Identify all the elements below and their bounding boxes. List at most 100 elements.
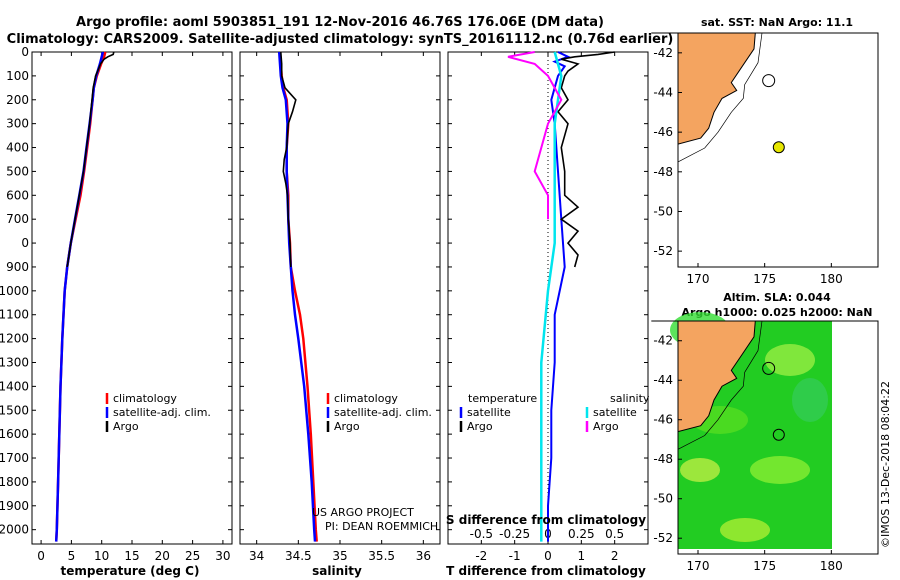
map-ytick-label: -42: [653, 334, 673, 348]
map-xtick-label: 180: [820, 559, 843, 573]
credit-project: US ARGO PROJECT: [312, 506, 414, 519]
map-ytick-label: -52: [653, 531, 673, 545]
salinity-xtick-label: 35.5: [368, 549, 395, 563]
map-xtick-label: 175: [753, 272, 776, 286]
temp-legend-sat-label: satellite-adj. clim.: [113, 406, 211, 419]
diff-legend-temp-title: temperature: [468, 392, 537, 405]
temperature-xtick-label: 5: [68, 549, 76, 563]
chatham-rise-contour: [762, 74, 776, 88]
map-xtick-label: 180: [820, 272, 843, 286]
temperature-xtick-label: 25: [185, 549, 200, 563]
difference-xtick-label: 0: [544, 549, 552, 563]
title-line2: Climatology: CARS2009. Satellite-adjuste…: [7, 32, 674, 47]
map2-title2: Argo h1000: 0.025 h2000: NaN: [681, 306, 872, 319]
map-ytick-label: -44: [653, 85, 673, 99]
difference-xtick-label: 1: [578, 549, 586, 563]
chatham-rise-contour: [762, 361, 776, 375]
diff-stick-label: -0.25: [499, 527, 530, 541]
map-ytick-label: -52: [653, 244, 673, 258]
map2-title1: Altim. SLA: 0.044: [723, 291, 831, 304]
ytick-label: 1200: [0, 332, 29, 346]
ytick-label: 600: [6, 188, 29, 202]
ytick-label: 0: [21, 236, 29, 250]
temperature-xtick-label: 20: [155, 549, 170, 563]
temp-legend-clim-label: climatology: [113, 392, 177, 405]
sal-legend-sat-label: satellite-adj. clim.: [334, 406, 432, 419]
sla-patch: [680, 458, 720, 482]
diff-legend-s-sat-label: satellite: [593, 406, 637, 419]
map-ytick-label: -42: [653, 46, 673, 60]
map-xtick-label: 175: [753, 559, 776, 573]
ytick-label: 100: [6, 69, 29, 83]
ytick-label: 1100: [0, 308, 29, 322]
sla-patch: [750, 456, 810, 484]
bathy-contour: [677, 32, 763, 163]
sal-argo-line: [280, 51, 297, 268]
map-ytick-label: -48: [653, 165, 673, 179]
temperature-xtick-label: 15: [124, 549, 139, 563]
temp-legend-argo-label: Argo: [113, 420, 139, 433]
diff-legend-t-sat-label: satellite: [467, 406, 511, 419]
difference-xlabel2: S difference from climatology: [446, 513, 646, 527]
ytick-label: 300: [6, 117, 29, 131]
sla-map: 170 175 180 -42 -44 -46 -48 -50 -52: [651, 312, 879, 573]
difference-xtick-label: -1: [509, 549, 521, 563]
difference-xtick-label: -2: [475, 549, 487, 563]
title-line1: Argo profile: aoml 5903851_191 12-Nov-20…: [76, 15, 604, 30]
sla-patch: [720, 518, 770, 542]
ytick-label: 1800: [0, 475, 29, 489]
map-ytick-label: -50: [653, 492, 673, 506]
ytick-label: 700: [6, 212, 29, 226]
ytick-label: 1500: [0, 403, 29, 417]
bathy-contour: [677, 320, 763, 450]
ytick-label: 1000: [0, 284, 29, 298]
ytick-label: 200: [6, 93, 29, 107]
salinity-xtick-label: 34: [249, 549, 264, 563]
map-frame: [677, 320, 879, 555]
credit-imos: ©IMOS 13-Dec-2018 08:04:22: [879, 381, 892, 548]
map-ytick-label: -48: [653, 452, 673, 466]
difference-xlabel: T difference from climatology: [446, 564, 646, 578]
diff-s-satellite-line: [540, 51, 563, 542]
map-ytick-label: -50: [653, 204, 673, 218]
diff-stick-label: 0.25: [568, 527, 595, 541]
map-xtick-label: 170: [687, 272, 710, 286]
difference-xtick-label: 2: [611, 549, 619, 563]
sla-patch: [792, 378, 828, 422]
map1-title: sat. SST: NaN Argo: 11.1: [701, 16, 853, 29]
salinity-xtick-label: 34.5: [285, 549, 312, 563]
diff-legend-t-argo-label: Argo: [467, 420, 493, 433]
temperature-xtick-label: 10: [94, 549, 109, 563]
diff-t-argo-line: [556, 51, 615, 268]
diff-legend-s-argo-label: Argo: [593, 420, 619, 433]
map-xtick-label: 170: [687, 559, 710, 573]
ytick-label: 1400: [0, 379, 29, 393]
diff-stick-label: -0.5: [470, 527, 493, 541]
ytick-label: 2000: [0, 523, 29, 537]
map-ytick-label: -46: [653, 413, 673, 427]
temperature-xtick-label: 30: [215, 549, 230, 563]
ytick-label: 1300: [0, 355, 29, 369]
sst-map: 170 175 180 -42 -44 -46 -48 -50 -52: [651, 32, 879, 286]
salinity-xlabel: salinity: [312, 564, 362, 578]
credit-pi: PI: DEAN ROEMMICH: [325, 520, 438, 533]
map-ytick-label: -46: [653, 125, 673, 139]
diff-legend-sal-title: salinity: [610, 392, 650, 405]
salinity-panel: 34 34.5 35 35.5 36 climatologysatellite-adj. …: [239, 51, 441, 563]
ytick-label: 900: [6, 260, 29, 274]
ytick-label: 1600: [0, 427, 29, 441]
temperature-xlabel: temperature (deg C): [61, 564, 200, 578]
temperature-xtick-label: 0: [37, 549, 45, 563]
sla-patch: [765, 344, 815, 376]
temp-argo-line: [66, 51, 115, 268]
diff-s-argo-line: [507, 51, 563, 220]
temperature-panel: 0100200300400500600700090010001100120013…: [0, 45, 233, 563]
argo-float-marker: [772, 428, 785, 441]
argo-float-marker: [772, 141, 785, 154]
temperature-frame: [31, 51, 233, 545]
salinity-xtick-label: 35: [332, 549, 347, 563]
difference-panel: -2 -1 0 1 2-0.5 -0.25 0 0.25 0.5temperaturesatel…: [447, 51, 650, 563]
diff-stick-label: 0.5: [605, 527, 624, 541]
sal-legend-clim-label: climatology: [334, 392, 398, 405]
